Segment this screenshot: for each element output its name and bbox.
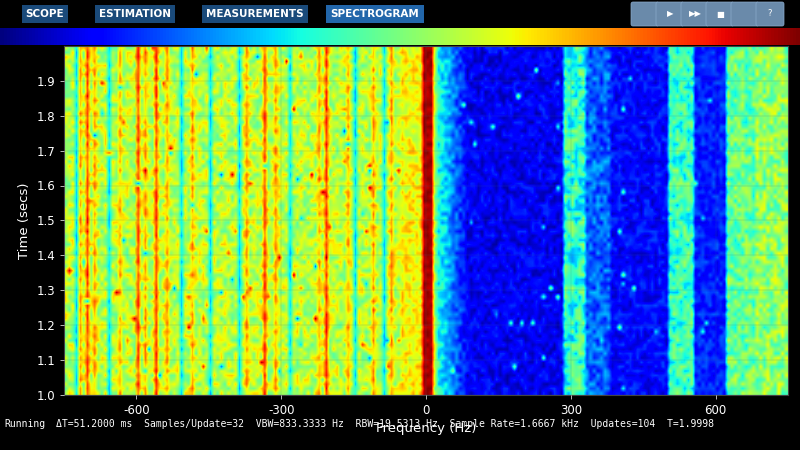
FancyBboxPatch shape [656, 2, 684, 26]
Y-axis label: Time (secs): Time (secs) [18, 182, 30, 259]
Text: Running: Running [4, 419, 45, 429]
Text: ■: ■ [716, 9, 724, 18]
Text: ▶: ▶ [666, 9, 674, 18]
Text: ESTIMATION: ESTIMATION [99, 9, 171, 19]
Text: SCOPE: SCOPE [26, 9, 64, 19]
Text: MEASUREMENTS: MEASUREMENTS [206, 9, 304, 19]
X-axis label: Frequency (Hz): Frequency (Hz) [376, 423, 476, 435]
FancyBboxPatch shape [631, 2, 659, 26]
Text: ?: ? [768, 9, 772, 18]
FancyBboxPatch shape [756, 2, 784, 26]
Text: ▶▶: ▶▶ [689, 9, 702, 18]
FancyBboxPatch shape [681, 2, 709, 26]
Text: SPECTROGRAM: SPECTROGRAM [330, 9, 419, 19]
FancyBboxPatch shape [706, 2, 734, 26]
Text: ΔT=51.2000 ms  Samples/Update=32  VBW=833.3333 Hz  RBW=19.5313 Hz  Sample Rate=1: ΔT=51.2000 ms Samples/Update=32 VBW=833.… [56, 419, 714, 429]
FancyBboxPatch shape [731, 2, 759, 26]
